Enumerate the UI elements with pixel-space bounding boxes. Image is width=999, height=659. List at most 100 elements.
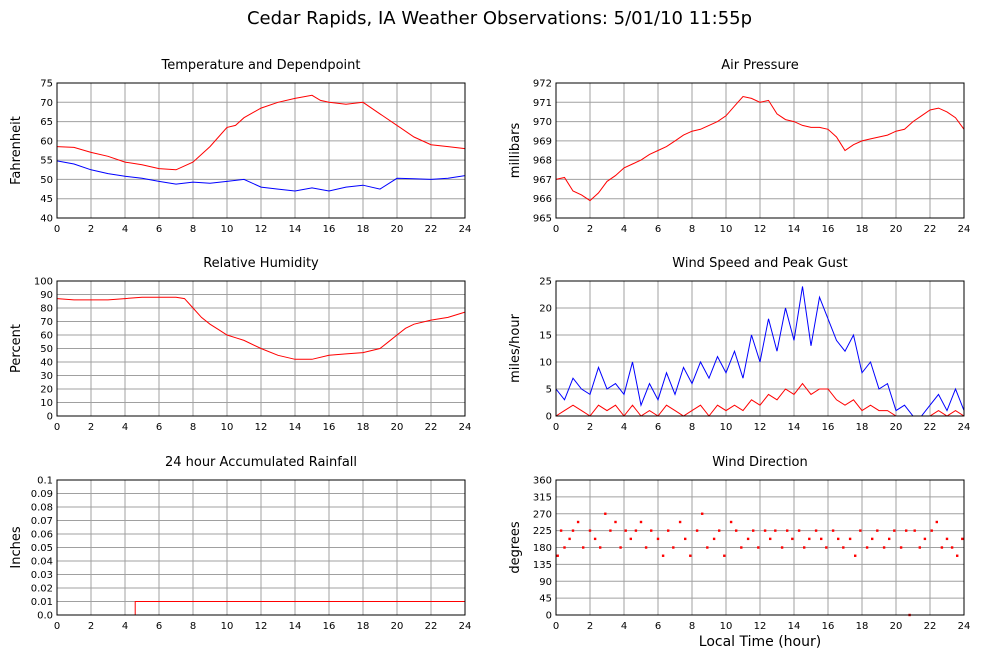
x-tick-label: 12 <box>255 621 268 632</box>
x-tick-label: 2 <box>88 422 94 433</box>
y-tick-label: 0 <box>546 412 552 423</box>
data-point <box>604 512 607 515</box>
x-tick-label: 4 <box>122 422 128 433</box>
data-point <box>582 546 585 549</box>
y-tick-label: 967 <box>533 175 552 186</box>
x-tick-label: 22 <box>425 621 438 632</box>
x-tick-label: 16 <box>822 224 835 235</box>
y-tick-label: 50 <box>40 344 53 355</box>
x-tick-label: 0 <box>553 422 559 433</box>
y-tick-label: 0.06 <box>31 530 53 541</box>
panel-title: 24 hour Accumulated Rainfall <box>165 455 357 470</box>
y-tick-label: 75 <box>40 79 53 90</box>
y-tick-label: 40 <box>40 214 53 225</box>
x-tick-label: 6 <box>655 224 661 235</box>
data-point <box>619 546 622 549</box>
x-tick-label: 10 <box>221 224 234 235</box>
data-point <box>599 546 602 549</box>
y-tick-label: 270 <box>533 509 552 520</box>
x-tick-label: 20 <box>391 422 404 433</box>
x-tick-label: 4 <box>122 621 128 632</box>
y-tick-label: 0 <box>546 611 552 622</box>
data-point <box>746 537 750 541</box>
y-tick-label: 5 <box>546 385 552 396</box>
x-tick-label: 4 <box>122 224 128 235</box>
x-tick-label: 8 <box>190 621 196 632</box>
y-tick-label: 20 <box>40 385 53 396</box>
x-tick-label: 14 <box>788 621 801 632</box>
data-point <box>882 546 886 549</box>
data-point <box>905 529 908 532</box>
x-tick-label: 24 <box>958 224 971 235</box>
data-point <box>634 529 638 532</box>
y-tick-label: 90 <box>40 290 53 301</box>
x-tick-label: 12 <box>754 422 767 433</box>
data-point <box>629 537 632 541</box>
x-tick-label: 2 <box>587 422 593 433</box>
y-tick-label: 45 <box>40 194 53 205</box>
x-tick-label: 12 <box>754 224 767 235</box>
plot-frame <box>555 479 965 616</box>
plot-frame <box>56 280 466 417</box>
y-tick-label: 30 <box>40 371 53 382</box>
y-axis-label: Percent <box>9 324 24 373</box>
y-tick-label: 969 <box>533 136 552 147</box>
y-tick-label: 0.05 <box>31 543 53 554</box>
y-tick-label: 25 <box>539 277 552 288</box>
x-tick-label: 14 <box>788 422 801 433</box>
data-point <box>797 529 801 532</box>
y-axis-label: Fahrenheit <box>9 116 24 185</box>
x-tick-label: 24 <box>958 621 971 632</box>
x-tick-label: 8 <box>190 224 196 235</box>
data-point <box>814 529 818 532</box>
data-point <box>571 529 575 532</box>
y-tick-label: 20 <box>539 304 552 315</box>
data-point <box>735 529 738 532</box>
data-point <box>723 554 726 557</box>
series-line-0 <box>555 286 965 417</box>
y-tick-label: 40 <box>40 358 53 369</box>
x-tick-label: 16 <box>323 621 336 632</box>
data-point <box>825 546 828 549</box>
x-tick-label: 24 <box>459 422 472 433</box>
y-tick-label: 0.03 <box>31 570 53 581</box>
x-tick-label: 24 <box>958 422 971 433</box>
x-tick-label: 20 <box>890 621 903 632</box>
y-tick-label: 180 <box>533 543 552 554</box>
x-tick-label: 18 <box>856 224 869 235</box>
x-tick-label: 8 <box>689 621 695 632</box>
y-tick-label: 60 <box>40 331 53 342</box>
y-tick-label: 0.07 <box>31 516 53 527</box>
main-title: Cedar Rapids, IA Weather Observations: 5… <box>246 8 753 29</box>
x-tick-label: 0 <box>553 224 559 235</box>
data-point <box>593 537 597 541</box>
x-tick-label: 8 <box>190 422 196 433</box>
data-point <box>803 546 806 549</box>
y-tick-label: 65 <box>40 117 53 128</box>
x-tick-label: 0 <box>54 422 60 433</box>
x-tick-label: 0 <box>54 224 60 235</box>
plot-frame <box>555 82 965 219</box>
data-point <box>650 529 653 532</box>
y-tick-label: 972 <box>533 79 552 90</box>
data-point <box>556 554 559 557</box>
y-tick-label: 70 <box>40 317 53 328</box>
x-tick-label: 14 <box>289 224 302 235</box>
data-point <box>656 537 660 541</box>
data-point <box>899 546 903 549</box>
y-tick-label: 10 <box>539 358 552 369</box>
series-line-0 <box>56 94 466 171</box>
data-point <box>769 537 772 541</box>
y-tick-label: 60 <box>40 136 53 147</box>
y-tick-label: 80 <box>40 304 53 315</box>
data-point <box>961 537 964 541</box>
data-point <box>930 529 933 532</box>
data-point <box>923 537 927 541</box>
data-point <box>820 537 823 541</box>
y-axis-label: miles/hour <box>508 313 523 382</box>
y-tick-label: 0.02 <box>31 584 53 595</box>
